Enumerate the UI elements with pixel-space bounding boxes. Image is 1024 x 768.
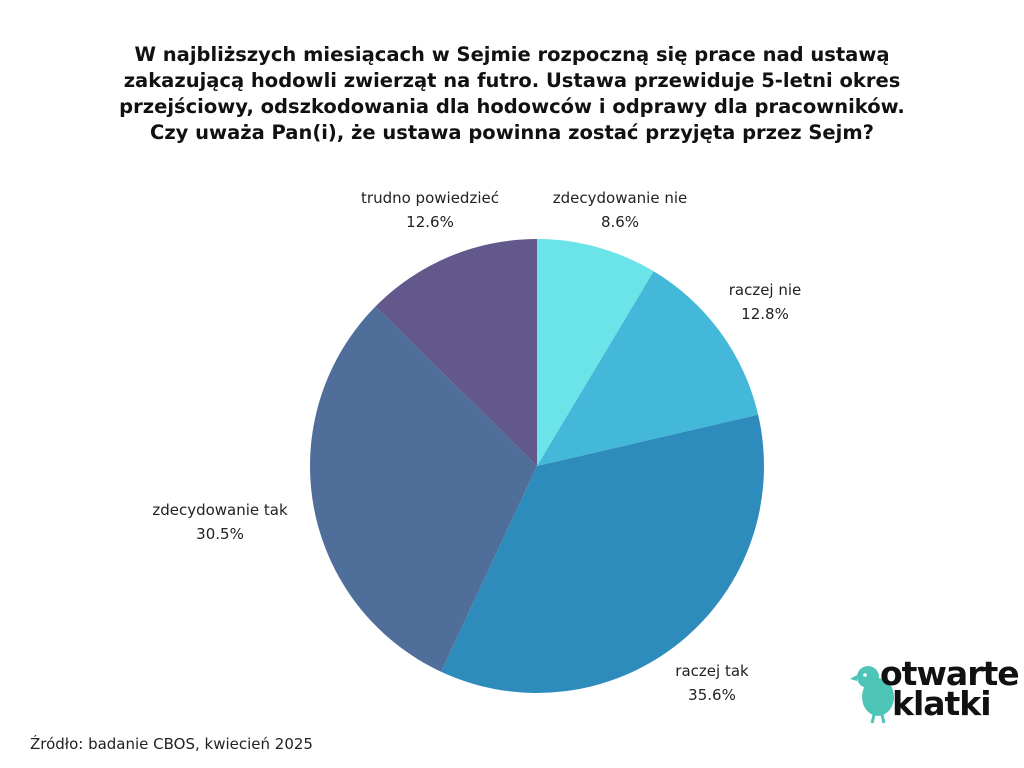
slice-value: 12.8% [741, 305, 789, 323]
slice-category: trudno powiedzieć [361, 189, 499, 207]
slice-label-raczej-nie: raczej nie 12.8% [695, 278, 835, 326]
chick-icon [850, 666, 894, 724]
slice-label-zdecydowanie-nie: zdecydowanie nie 8.6% [540, 186, 700, 234]
slice-value: 35.6% [688, 686, 736, 704]
pie-slice-1 [537, 271, 759, 466]
logo-word-otwarte: otwarte [880, 654, 1020, 693]
slice-category: raczej tak [675, 662, 749, 680]
pie-slices [310, 239, 765, 694]
slice-category: raczej nie [728, 281, 802, 299]
pie-slice-0 [537, 239, 654, 466]
otwarte-klatki-logo: otwarte klatki [848, 655, 1020, 725]
pie-slice-4 [375, 239, 537, 466]
title-line: Czy uważa Pan(i), że ustawa powinna zost… [150, 121, 874, 144]
slice-category: zdecydowanie nie [552, 189, 688, 207]
slice-value: 8.6% [600, 213, 640, 231]
logo-word-klatki: klatki [892, 684, 992, 723]
title-line: W najbliższych miesiącach w Sejmie rozpo… [134, 43, 890, 66]
chart-title: W najbliższych miesiącach w Sejmie rozpo… [90, 42, 934, 146]
slice-label-trudno-powiedziec: trudno powiedzieć 12.6% [340, 186, 520, 234]
title-line: zakazującą hodowli zwierząt na futro. Us… [123, 69, 901, 92]
pie-slice-2 [441, 414, 765, 694]
slice-category: zdecydowanie tak [152, 501, 288, 519]
slice-value: 12.6% [406, 213, 454, 231]
pie-slice-3 [310, 306, 537, 672]
slice-label-raczej-tak: raczej tak 35.6% [642, 659, 782, 707]
source-note: Źródło: badanie CBOS, kwiecień 2025 [30, 735, 313, 753]
title-line: przejściowy, odszkodowania dla hodowców … [119, 95, 905, 118]
slice-label-zdecydowanie-tak: zdecydowanie tak 30.5% [130, 498, 310, 546]
slice-value: 30.5% [196, 525, 244, 543]
